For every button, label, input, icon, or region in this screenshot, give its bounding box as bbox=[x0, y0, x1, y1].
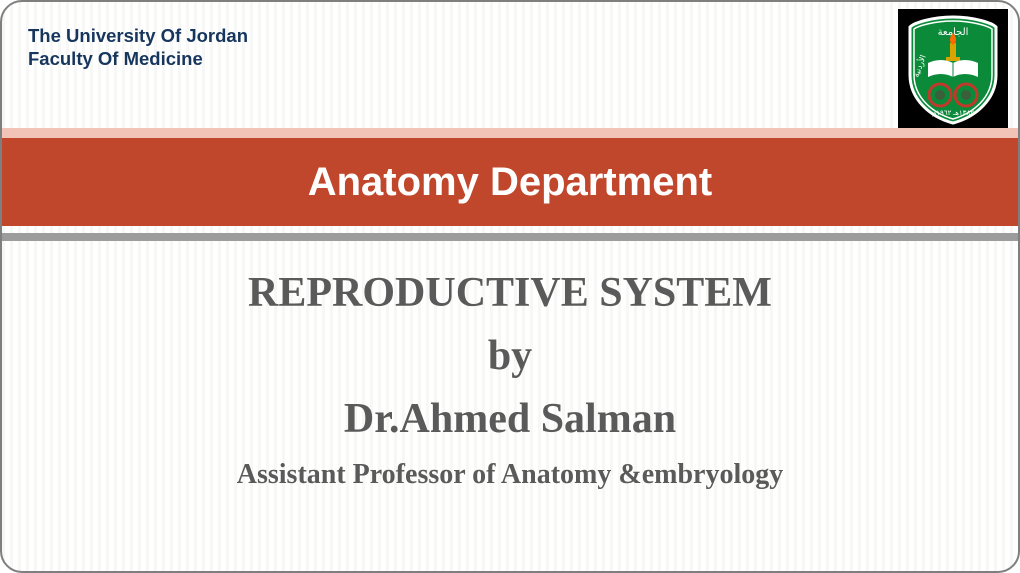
header-block: The University Of Jordan Faculty Of Medi… bbox=[28, 24, 248, 70]
by-line: by bbox=[2, 325, 1018, 388]
svg-text:١٣٨٢هـ ١٩٦٢م: ١٣٨٢هـ ١٩٦٢م bbox=[932, 109, 974, 117]
topic-title: REPRODUCTIVE SYSTEM bbox=[2, 262, 1018, 325]
pink-strip bbox=[2, 128, 1018, 138]
shield-icon: الجامعة الأردنية ١٣٨٢هـ ١٩٦٢م bbox=[902, 13, 1004, 125]
gray-strip bbox=[2, 233, 1018, 241]
author-subtitle: Assistant Professor of Anatomy &embryolo… bbox=[2, 459, 1018, 491]
faculty-line: Faculty Of Medicine bbox=[28, 47, 248, 70]
slide-frame: The University Of Jordan Faculty Of Medi… bbox=[0, 0, 1020, 573]
department-band: Anatomy Department bbox=[2, 138, 1018, 226]
department-title: Anatomy Department bbox=[308, 160, 713, 205]
university-logo: الجامعة الأردنية ١٣٨٢هـ ١٩٦٢م bbox=[898, 9, 1008, 129]
content-block: REPRODUCTIVE SYSTEM by Dr.Ahmed Salman A… bbox=[2, 262, 1018, 491]
university-line: The University Of Jordan bbox=[28, 24, 248, 47]
author-name: Dr.Ahmed Salman bbox=[2, 388, 1018, 451]
